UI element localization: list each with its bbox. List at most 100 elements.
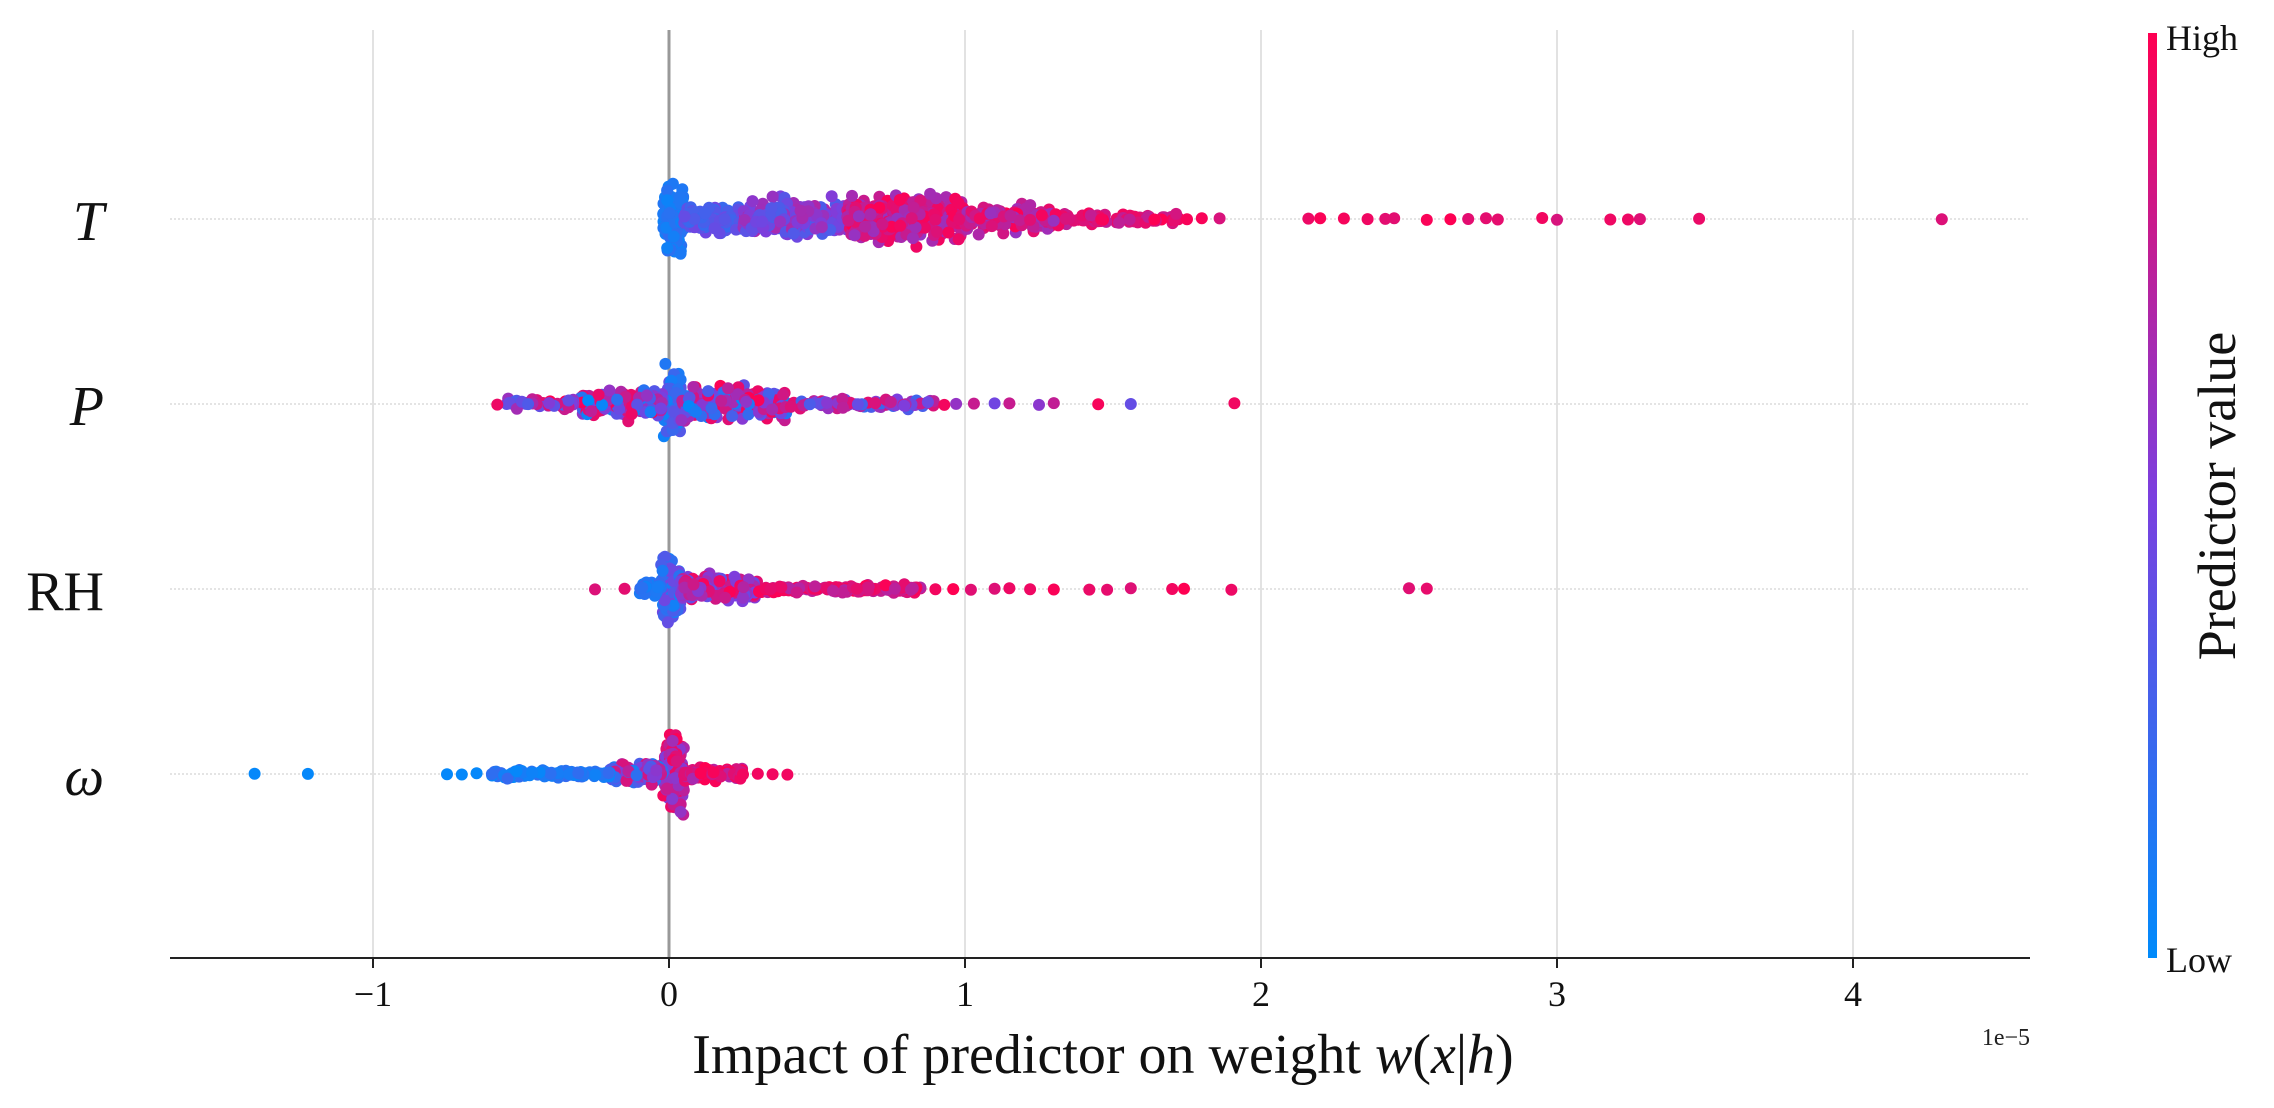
data-point xyxy=(836,586,849,599)
data-point xyxy=(964,583,977,596)
data-point xyxy=(687,578,700,591)
data-point xyxy=(1379,212,1392,225)
data-points xyxy=(248,177,1948,821)
data-point xyxy=(661,184,674,197)
data-point xyxy=(674,805,687,818)
data-point xyxy=(630,769,643,782)
data-point xyxy=(1003,582,1016,595)
data-point xyxy=(909,221,922,234)
data-point xyxy=(656,564,669,577)
data-point xyxy=(1124,582,1137,595)
data-point xyxy=(596,398,608,411)
data-point xyxy=(766,768,779,781)
data-point xyxy=(827,584,839,597)
data-point xyxy=(1084,209,1097,222)
data-point xyxy=(1462,213,1475,225)
grid-lines xyxy=(372,30,1854,958)
data-point xyxy=(884,396,897,408)
data-point xyxy=(1178,582,1190,595)
data-point xyxy=(1420,213,1433,226)
data-point xyxy=(905,212,918,225)
data-point xyxy=(667,230,680,243)
feature-label-p: P xyxy=(69,376,104,438)
x-tick-label: 4 xyxy=(1844,974,1862,1014)
data-point xyxy=(708,222,721,235)
data-point xyxy=(1033,398,1045,411)
data-point xyxy=(737,768,749,781)
data-point xyxy=(1123,213,1136,226)
data-point xyxy=(666,792,679,805)
data-point xyxy=(522,398,535,411)
data-point xyxy=(658,594,671,607)
data-point xyxy=(726,410,739,422)
data-point xyxy=(705,402,718,415)
data-point xyxy=(906,582,919,595)
data-point xyxy=(942,226,955,239)
data-point xyxy=(784,400,797,413)
data-point xyxy=(907,201,920,214)
data-point xyxy=(668,772,681,785)
data-point xyxy=(678,581,691,594)
data-point xyxy=(950,397,963,410)
data-point xyxy=(929,583,942,596)
x-axis-title: Impact of predictor on weight w(x|h) xyxy=(692,1024,1513,1086)
feature-label-t: T xyxy=(73,191,108,253)
data-point xyxy=(794,204,807,217)
data-point xyxy=(921,396,934,409)
data-point xyxy=(1480,212,1492,225)
data-point xyxy=(924,187,937,200)
data-point xyxy=(766,403,779,416)
data-point xyxy=(526,766,539,779)
data-point xyxy=(764,583,777,596)
data-point xyxy=(1101,583,1114,596)
data-point xyxy=(640,389,653,402)
data-point xyxy=(1003,397,1016,410)
data-point xyxy=(1551,213,1563,226)
data-point xyxy=(737,581,750,594)
data-point xyxy=(491,398,504,411)
data-point xyxy=(1013,214,1026,227)
data-point xyxy=(952,233,965,246)
data-point xyxy=(1095,213,1108,226)
data-point xyxy=(765,202,778,215)
data-point xyxy=(589,768,602,781)
data-point xyxy=(674,373,687,386)
data-point xyxy=(1403,582,1415,595)
data-point xyxy=(625,408,638,421)
data-point xyxy=(1604,213,1617,226)
data-point xyxy=(602,767,615,779)
data-point xyxy=(988,397,1001,410)
data-point xyxy=(663,207,676,219)
data-point xyxy=(1225,583,1238,596)
data-point xyxy=(1148,213,1161,226)
data-point xyxy=(997,227,1010,240)
data-point xyxy=(861,581,874,594)
data-point xyxy=(611,393,624,406)
data-point xyxy=(501,772,514,785)
data-point xyxy=(787,227,800,240)
x-tick-label: 3 xyxy=(1548,974,1566,1014)
data-point xyxy=(738,214,751,226)
data-point xyxy=(1633,213,1646,226)
data-point xyxy=(938,398,951,411)
data-point xyxy=(879,579,892,592)
data-point xyxy=(1047,583,1060,596)
data-point xyxy=(659,357,672,370)
x-tick-label: 2 xyxy=(1252,974,1270,1014)
data-point xyxy=(1195,212,1208,225)
data-point xyxy=(869,397,882,410)
data-point xyxy=(850,582,863,595)
colorbar-title: Predictor value xyxy=(2187,332,2247,660)
data-point xyxy=(660,782,673,795)
data-point xyxy=(953,213,966,226)
data-point xyxy=(815,221,828,234)
data-point xyxy=(825,190,838,203)
data-point xyxy=(742,408,755,421)
data-point xyxy=(985,220,998,233)
data-point xyxy=(746,195,759,208)
data-point xyxy=(898,399,911,412)
data-point xyxy=(1693,212,1706,225)
data-point xyxy=(674,247,687,260)
data-point xyxy=(689,405,702,418)
data-point xyxy=(470,767,483,780)
